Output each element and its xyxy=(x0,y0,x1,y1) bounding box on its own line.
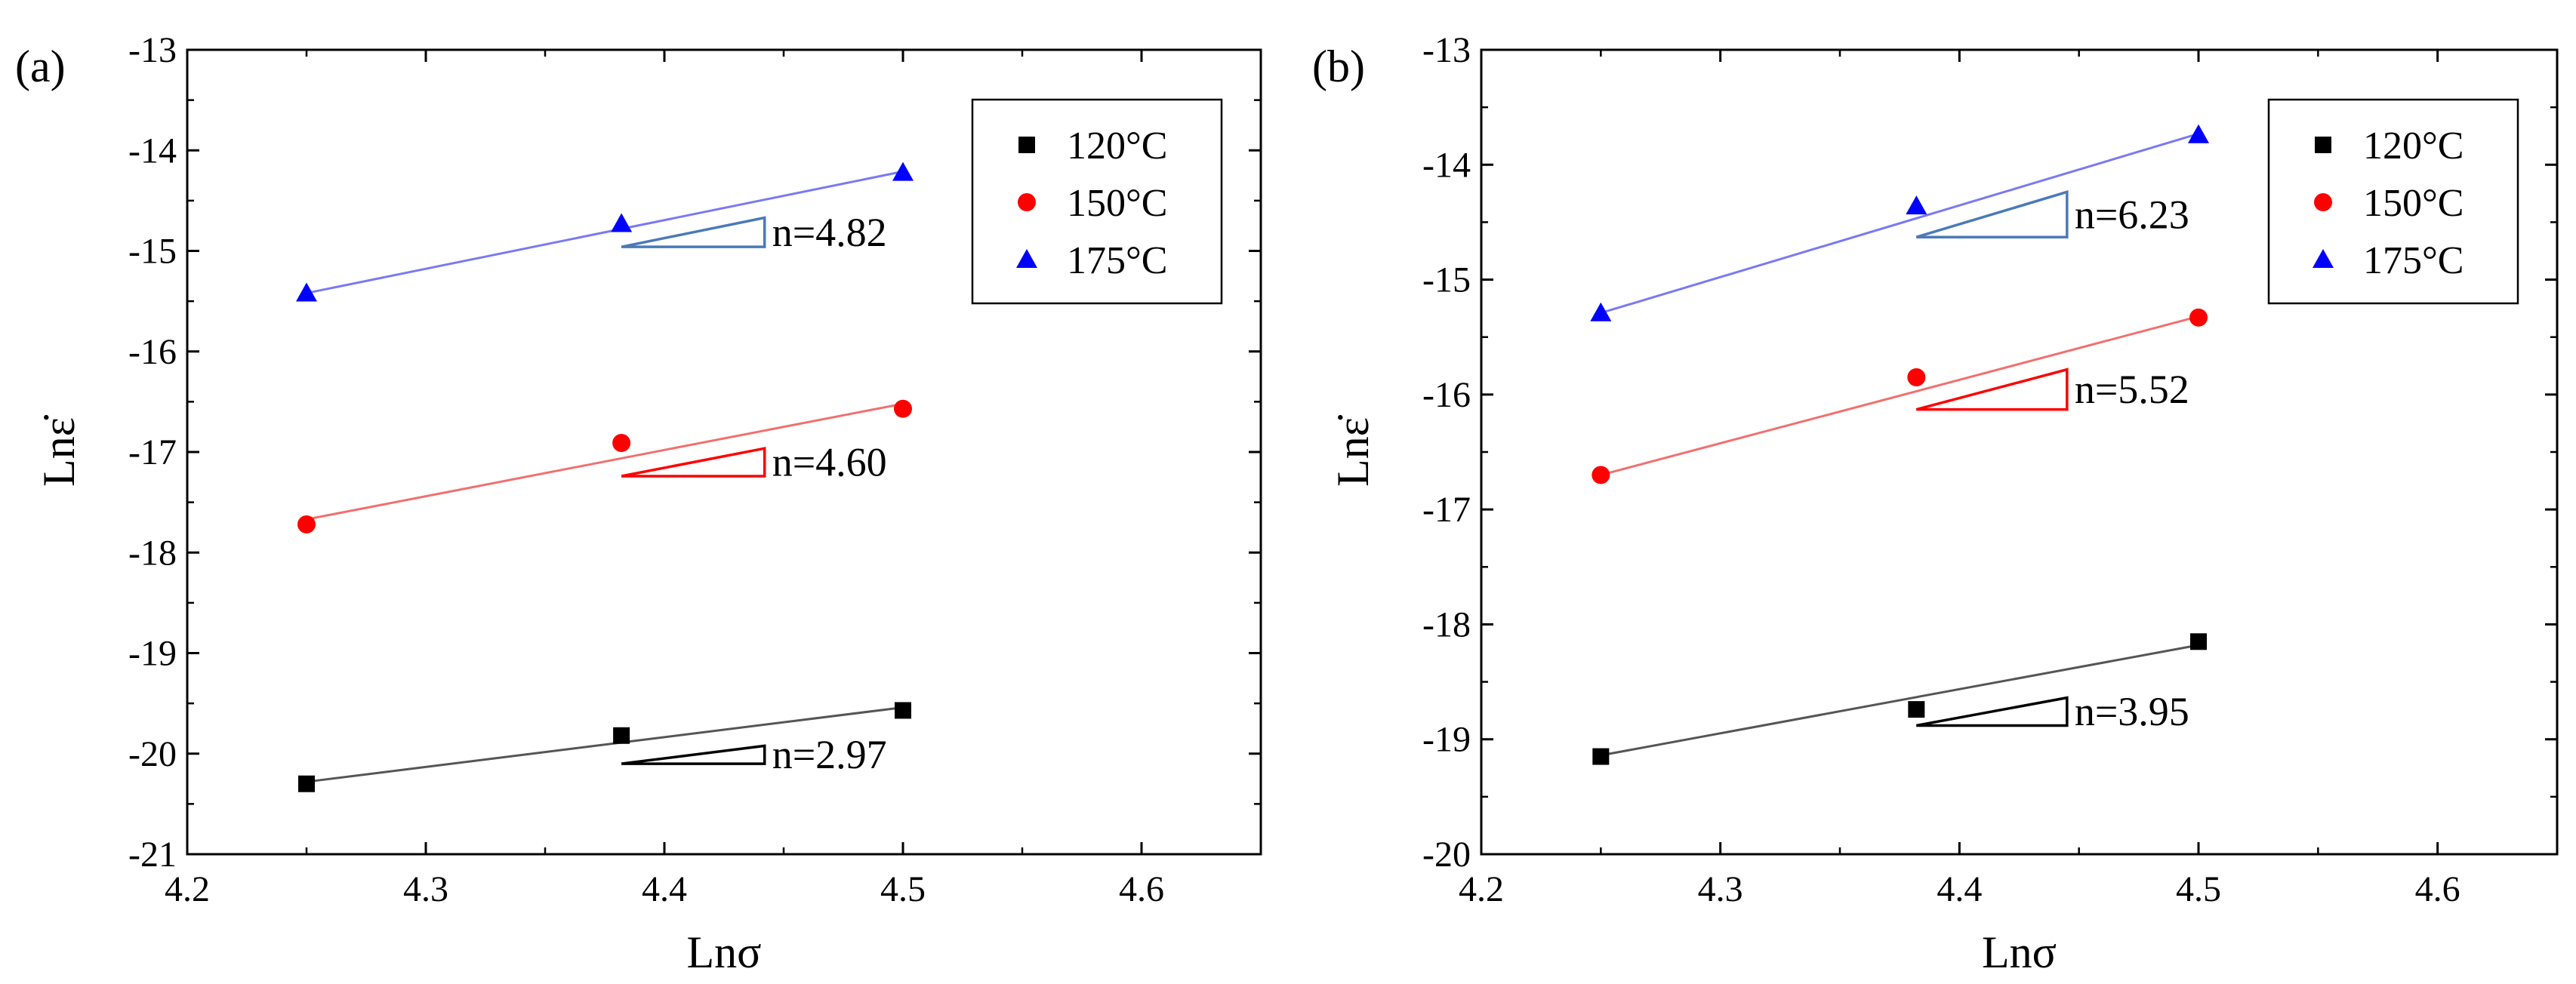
fit-line-2 xyxy=(1600,132,2199,315)
data-point-square xyxy=(613,727,630,744)
y-tick-label: -16 xyxy=(128,332,177,372)
fit-line-0 xyxy=(1601,644,2199,757)
slope-triangle-1 xyxy=(621,447,766,478)
x-tick-label: 4.5 xyxy=(880,869,926,909)
slope-label-0: n=3.95 xyxy=(2075,689,2189,734)
data-point-circle xyxy=(612,434,631,453)
y-tick-label: -15 xyxy=(128,232,177,272)
fit-line-1 xyxy=(1600,315,2199,476)
fit-line-2 xyxy=(306,170,904,294)
data-point-triangle xyxy=(1906,195,1927,215)
data-point-triangle xyxy=(1590,302,1612,321)
y-tick-label: -14 xyxy=(1422,145,1471,185)
slope-label-2: n=6.23 xyxy=(2075,192,2189,237)
legend-label: 175°C xyxy=(1067,239,1167,282)
y-tick-label: -17 xyxy=(128,432,177,472)
data-point-square xyxy=(2190,633,2207,650)
slope-label-0: n=2.97 xyxy=(772,732,887,777)
y-tick-label: -15 xyxy=(1422,260,1471,300)
legend-label: 120°C xyxy=(2363,125,2464,168)
x-tick-label: 4.3 xyxy=(403,869,448,909)
legend: 120°C 150°C 175°C xyxy=(2267,98,2519,305)
x-tick-label: 4.2 xyxy=(165,869,210,909)
y-tick-label: -13 xyxy=(128,30,177,70)
y-axis-title: Lnε̇ xyxy=(34,414,84,487)
y-tick-label: -19 xyxy=(128,634,177,674)
data-point-triangle xyxy=(2188,124,2209,143)
plot-area: 4.2 4.3 4.4 4.5 4.6 -21 -20 -19 -18 -17 -16 -15 -14 -… xyxy=(34,30,1262,977)
legend-label: 175°C xyxy=(2363,239,2464,282)
data-point-triangle xyxy=(296,282,317,302)
data-point-circle xyxy=(894,399,912,418)
x-axis-title: Lnσ xyxy=(687,927,762,977)
data-point-circle xyxy=(297,515,316,534)
legend-marker-circle xyxy=(2314,193,2332,211)
legend-box xyxy=(971,98,1223,305)
legend-marker-triangle xyxy=(1016,249,1037,268)
panel-b: (b) 4.2 4.3 4.4 4.5 4.6 -20 -19 -18 -17 -16 -15 -14… xyxy=(1312,30,2559,977)
fit-line-0 xyxy=(306,706,904,783)
slope-label-1: n=4.60 xyxy=(772,440,887,485)
fit-line-1 xyxy=(306,402,904,521)
data-point-square xyxy=(298,775,315,792)
legend-label: 120°C xyxy=(1067,125,1167,168)
y-tick-label: -20 xyxy=(128,734,177,774)
legend-marker-circle xyxy=(1018,193,1036,211)
y-tick-label: -21 xyxy=(128,835,177,875)
y-tick-label: -13 xyxy=(1422,30,1471,70)
slope-triangle-0 xyxy=(621,744,766,765)
slope-triangle-0 xyxy=(1916,696,2069,727)
legend: 120°C 150°C 175°C xyxy=(971,98,1223,305)
y-tick-label: -19 xyxy=(1422,720,1471,760)
data-point-circle xyxy=(1907,368,1926,387)
plot-area: 4.2 4.3 4.4 4.5 4.6 -20 -19 -18 -17 -16 -15 -14 -13 L… xyxy=(1328,30,2559,977)
panel-a: (a) 4.2 4.3 4.4 4.5 4.6 -21 -20 -19 -18 -17 -16 -15… xyxy=(15,30,1262,977)
slope-label-2: n=4.82 xyxy=(772,210,887,255)
x-tick-label: 4.4 xyxy=(1937,869,1982,909)
legend-marker-square xyxy=(1018,137,1035,153)
x-tick-label: 4.2 xyxy=(1459,869,1504,909)
slope-triangle-2 xyxy=(621,216,766,248)
data-point-triangle xyxy=(611,213,633,232)
panel-label: (a) xyxy=(15,42,66,91)
slope-label-1: n=5.52 xyxy=(2075,367,2189,412)
y-tick-label: -17 xyxy=(1422,490,1471,530)
legend-box xyxy=(2267,98,2519,305)
legend-marker-square xyxy=(2315,137,2331,153)
x-tick-label: 4.3 xyxy=(1698,869,1743,909)
slope-triangle-1 xyxy=(1915,367,2069,411)
data-point-circle xyxy=(1592,466,1610,484)
legend-label: 150°C xyxy=(2363,182,2464,225)
slope-triangle-2 xyxy=(1915,190,2069,238)
legend-label: 150°C xyxy=(1067,182,1167,225)
y-tick-label: -20 xyxy=(1422,835,1471,875)
x-tick-label: 4.4 xyxy=(642,869,687,909)
y-tick-label: -18 xyxy=(128,533,177,573)
panel-label: (b) xyxy=(1312,42,1365,91)
legend-marker-triangle xyxy=(2313,249,2334,268)
y-axis-title: Lnε̇ xyxy=(1328,414,1378,487)
y-tick-label: -18 xyxy=(1422,604,1471,644)
data-point-square xyxy=(895,702,911,719)
y-tick-label: -16 xyxy=(1422,375,1471,415)
data-point-square xyxy=(1908,701,1925,718)
data-point-triangle xyxy=(892,161,914,181)
x-tick-label: 4.5 xyxy=(2176,869,2221,909)
y-tick-label: -14 xyxy=(128,131,177,171)
data-point-circle xyxy=(2189,308,2208,327)
data-point-square xyxy=(1592,748,1610,765)
x-tick-label: 4.6 xyxy=(2415,869,2460,909)
x-axis-title: Lnσ xyxy=(1982,927,2057,977)
x-tick-label: 4.6 xyxy=(1119,869,1164,909)
